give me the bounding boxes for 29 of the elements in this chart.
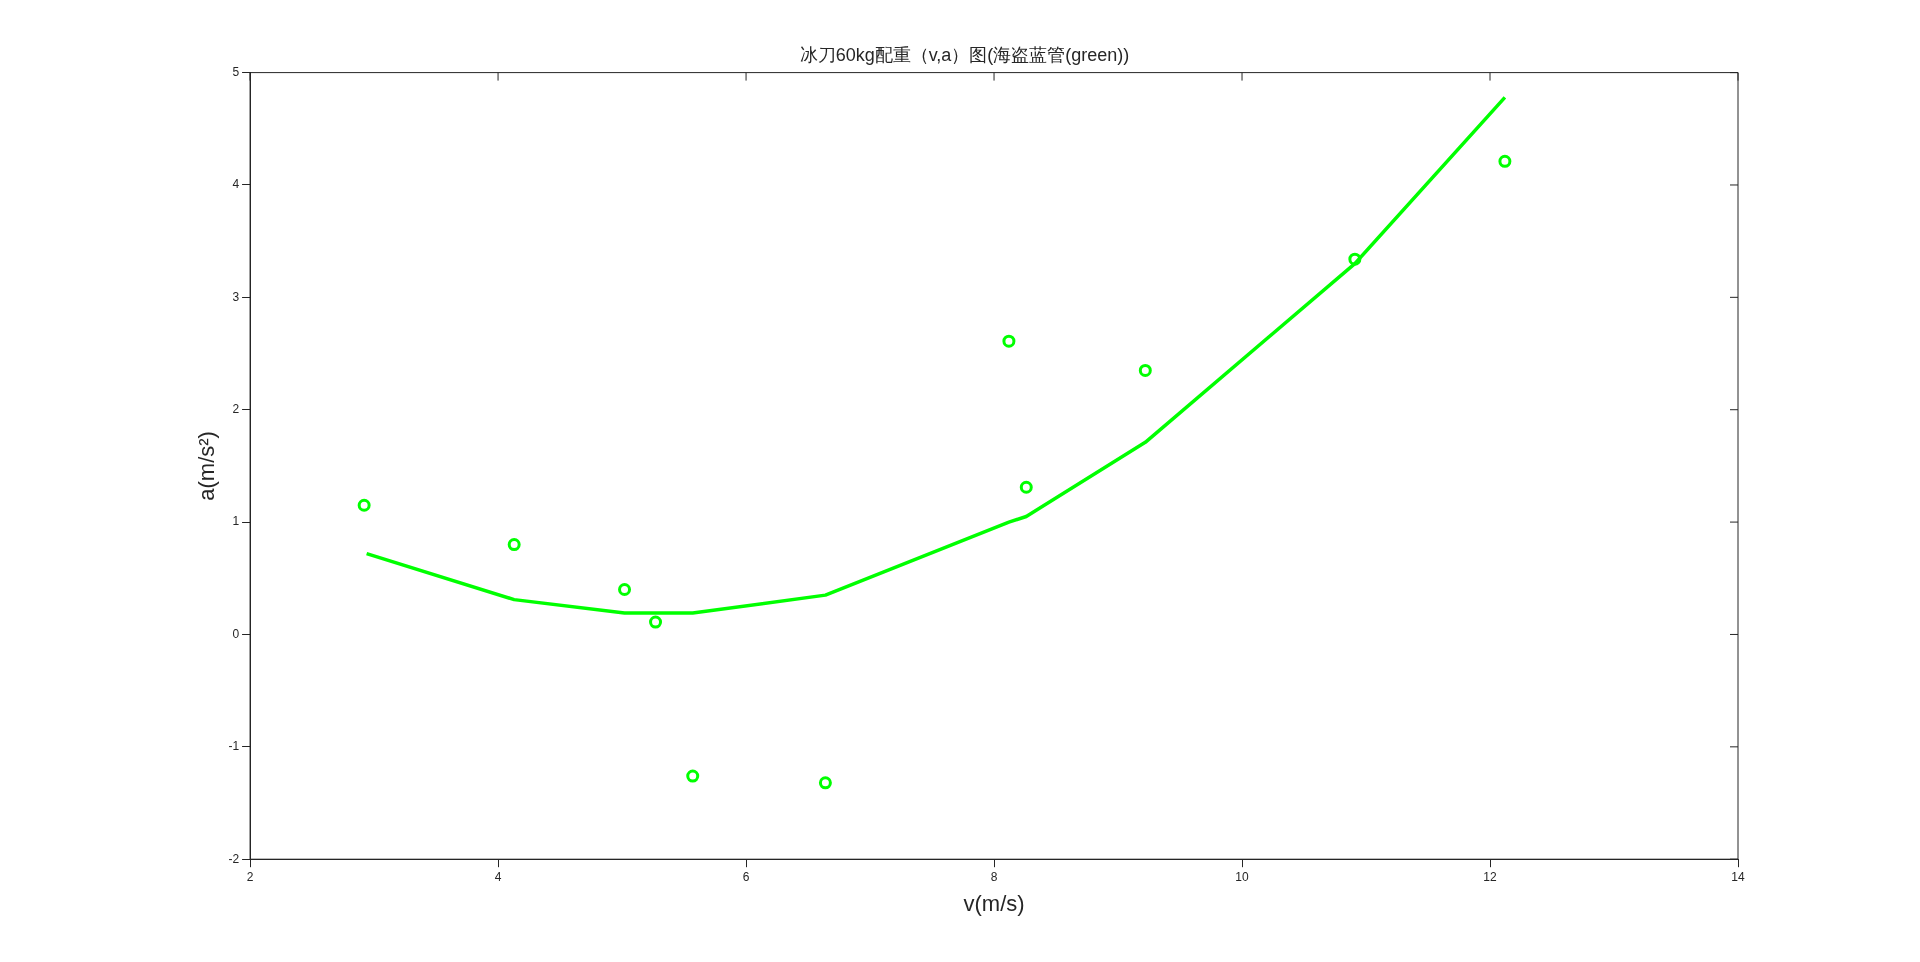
x-tick-label: 10: [1235, 869, 1250, 884]
point: [1019, 480, 1033, 494]
y-tick-label: 0: [232, 626, 240, 641]
y-tick-label: 2: [232, 402, 240, 417]
x-tick-label: 12: [1483, 869, 1498, 884]
x-tick-label: 2: [246, 869, 254, 884]
x-tick-label: 6: [742, 869, 750, 884]
point: [1138, 363, 1152, 377]
point: [507, 538, 521, 552]
y-tick-label: 3: [232, 289, 240, 304]
point: [1498, 154, 1512, 168]
point: [618, 583, 632, 597]
y-tick-label: 4: [232, 177, 240, 192]
y-tick-label: 5: [232, 64, 240, 79]
y-tick-label: -2: [228, 851, 240, 866]
y-axis-title: a(m/s²): [194, 431, 220, 501]
y-tick-label: -1: [228, 739, 240, 754]
point: [686, 769, 700, 783]
y-tick-label: 1: [232, 514, 240, 529]
x-axis-title: v(m/s): [963, 890, 1025, 916]
x-tick-label: 8: [990, 869, 998, 884]
point: [649, 615, 663, 629]
x-tick-label: 14: [1731, 869, 1745, 884]
point: [818, 776, 832, 790]
point: [357, 498, 371, 512]
x-tick-label: 4: [494, 869, 502, 884]
point: [1348, 252, 1362, 266]
chart-title: 冰刀60kg配重（v,a）图(海盗蓝管(green)): [799, 44, 1130, 65]
point: [1002, 334, 1016, 348]
